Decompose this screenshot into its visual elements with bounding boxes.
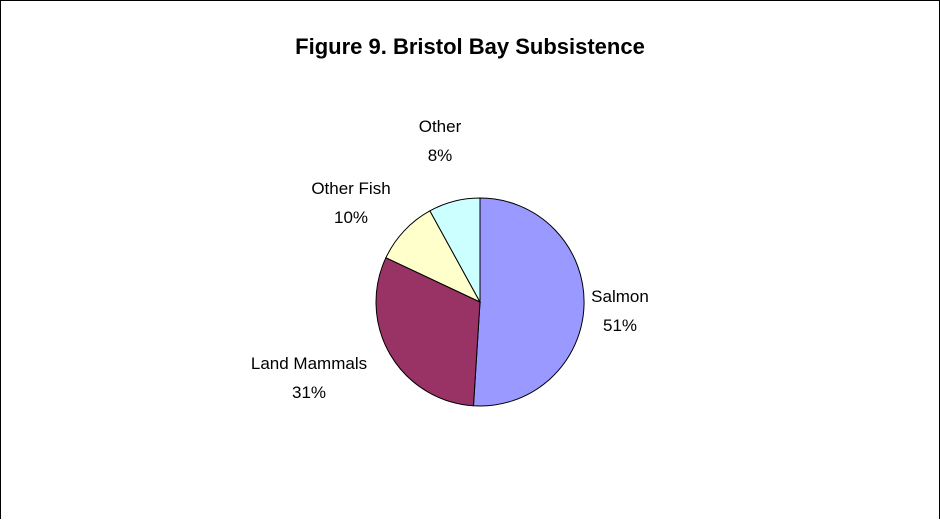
slice-label-other: Other <box>419 117 462 136</box>
pie-slice-salmon <box>473 198 584 406</box>
slice-value-other-fish: 10% <box>334 208 368 227</box>
slice-label-other-fish: Other Fish <box>311 179 390 198</box>
chart-title: Figure 9. Bristol Bay Subsistence <box>295 34 645 59</box>
slice-value-land-mammals: 31% <box>292 383 326 402</box>
pie-slices <box>376 198 584 406</box>
slice-value-other: 8% <box>428 146 453 165</box>
slice-label-salmon: Salmon <box>591 287 649 306</box>
slice-value-salmon: 51% <box>603 316 637 335</box>
slice-label-land-mammals: Land Mammals <box>251 354 367 373</box>
